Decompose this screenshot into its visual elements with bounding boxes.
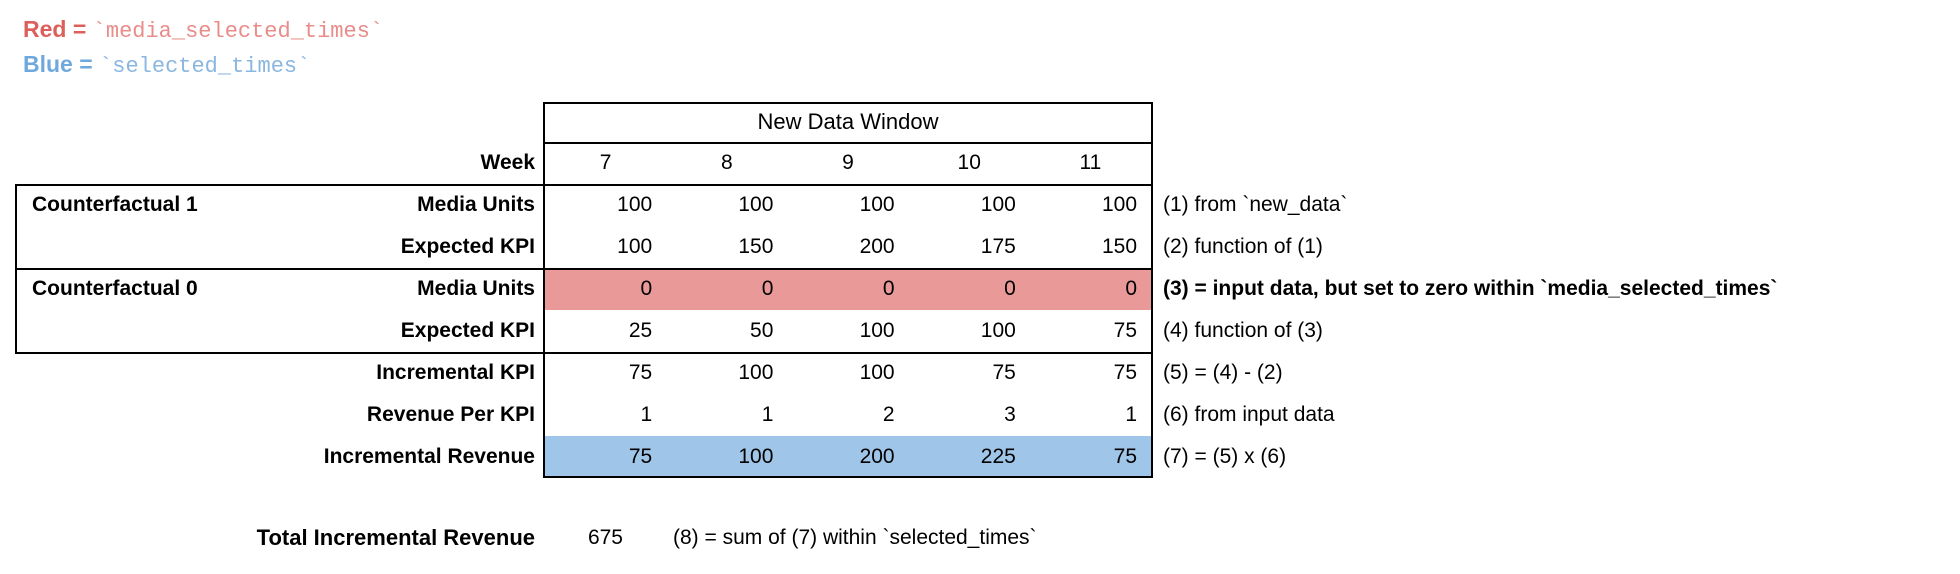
table-cell: 100 [859,319,895,342]
table-cell: 200 [859,235,895,258]
table-cell: 75 [1113,361,1138,384]
table-cell: 0 [1004,277,1016,300]
group-label-counterfactual-0: Counterfactual 0 [32,277,198,300]
legend-blue-value: `selected_times` [99,54,311,79]
legend-red-line: Red = `media_selected_times` [23,12,383,47]
table-row-media-units-cf1: 100 100 100 100 100 [545,184,1151,226]
table-cell: 1 [761,403,774,426]
table-cell: 1 [1125,403,1138,426]
table-cell: 150 [738,235,774,258]
table-cell: 75 [628,361,653,384]
line-below-counterfactual-0 [15,352,1153,354]
left-border-of-counterfactual-boxes [15,184,17,354]
total-incremental-revenue-label: Total Incremental Revenue [256,525,535,550]
table-row-expected-kpi-cf1: 100 150 200 175 150 [545,226,1151,268]
table-cell: 100 [859,193,895,216]
table-cell: 100 [980,193,1016,216]
legend-red-label: Red = [23,16,93,42]
table-cell: 75 [628,445,653,468]
week-header-label: Week [480,151,535,174]
annotation-8: (8) = sum of (7) within `selected_times` [673,526,1037,549]
week-row: 7 8 9 10 11 [545,142,1151,184]
table-cell: 100 [738,361,774,384]
table-cell: 100 [859,361,895,384]
annotation-7: (7) = (5) x (6) [1163,445,1287,468]
table-cell: 75 [1113,319,1138,342]
row-label-revenue-per-kpi: Revenue Per KPI [366,403,535,426]
table-cell: 0 [1125,277,1138,300]
row-label-media-units-cf0: Media Units [417,277,535,300]
table-cell: 1 [640,403,653,426]
annotation-6: (6) from input data [1163,403,1335,426]
table-cell: 75 [992,361,1016,384]
table-cell: 100 [1101,193,1138,216]
table-cell: 100 [980,319,1016,342]
line-below-window-title [543,142,1153,144]
row-label-incremental-revenue: Incremental Revenue [323,445,535,468]
total-incremental-revenue-value: 675 [587,526,623,549]
row-label-media-units-cf1: Media Units [417,193,535,216]
annotation-4: (4) function of (3) [1163,319,1323,342]
table-cell: 2 [882,403,895,426]
table-row-incremental-revenue-highlight-blue: 75 100 200 225 75 [545,436,1151,478]
line-below-week-row [15,184,1153,186]
table-cell: 225 [980,445,1016,468]
legend-blue-label: Blue = [23,51,100,77]
table-cell: 75 [1113,445,1138,468]
week-cell: 7 [599,151,612,174]
table-cell: 200 [859,445,895,468]
table-row-expected-kpi-cf0: 25 50 100 100 75 [545,310,1151,352]
table-cell: 3 [1004,403,1016,426]
annotation-3: (3) = input data, but set to zero within… [1163,277,1778,300]
table-cell: 0 [882,277,895,300]
new-data-window-title: New Data Window [757,109,939,134]
group-label-counterfactual-1: Counterfactual 1 [32,193,198,216]
annotation-2: (2) function of (1) [1163,235,1323,258]
row-label-incremental-kpi: Incremental KPI [376,361,535,384]
table-cell: 0 [761,277,774,300]
line-between-counterfactuals [15,268,1153,270]
table-cell: 100 [617,193,653,216]
table-cell: 0 [640,277,653,300]
legend-red-value: `media_selected_times` [92,19,384,44]
week-cell: 11 [1079,151,1102,174]
week-cell: 8 [720,151,733,174]
table-cell: 150 [1101,235,1138,258]
legend: Red = `media_selected_times` Blue = `sel… [23,12,383,82]
week-cell: 10 [957,151,981,174]
annotation-5: (5) = (4) - (2) [1163,361,1283,384]
legend-blue-line: Blue = `selected_times` [23,47,383,82]
row-label-expected-kpi-cf0: Expected KPI [400,319,535,342]
table-cell: 50 [750,319,774,342]
table-cell: 100 [738,445,774,468]
week-cell: 9 [842,151,854,174]
annotation-1: (1) from `new_data` [1163,193,1348,216]
table-cell: 25 [628,319,653,342]
row-label-expected-kpi-cf1: Expected KPI [400,235,535,258]
table-row-revenue-per-kpi: 1 1 2 3 1 [545,394,1151,436]
table-cell: 100 [617,235,653,258]
table-cell: 175 [980,235,1016,258]
table-row-media-units-cf0-highlight-red: 0 0 0 0 0 [545,268,1151,310]
table-cell: 100 [738,193,774,216]
table-row-incremental-kpi: 75 100 100 75 75 [545,352,1151,394]
